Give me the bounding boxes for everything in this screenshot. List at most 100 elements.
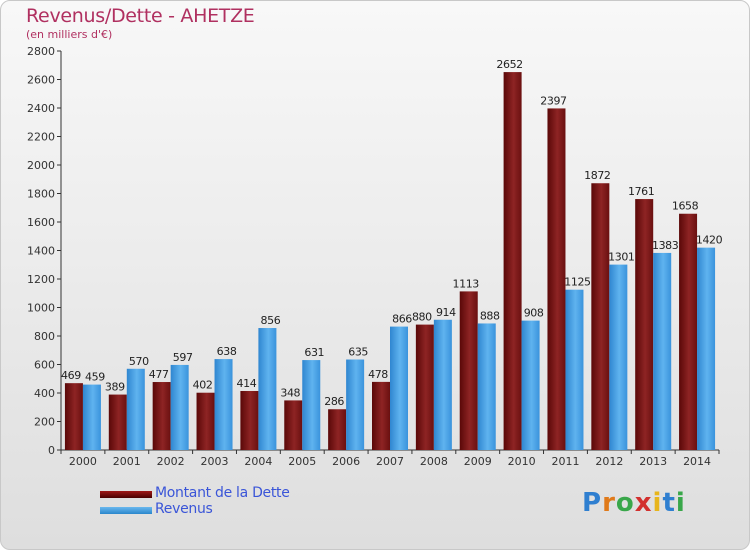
bar-dette [108, 394, 127, 450]
data-label-dette: 477 [149, 368, 169, 381]
bar-revenus [521, 320, 540, 450]
bar-dette [196, 392, 215, 450]
data-label-revenus: 570 [129, 355, 149, 368]
x-tick-label: 2001 [113, 455, 141, 468]
y-tick-label: 400 [34, 387, 55, 400]
y-tick-label: 2600 [27, 74, 55, 87]
data-label-revenus: 459 [85, 371, 105, 384]
legend: Montant de la Dette Revenus [100, 485, 360, 518]
x-tick-label: 2008 [420, 455, 448, 468]
data-label-revenus: 597 [173, 351, 193, 364]
data-label-revenus: 631 [304, 346, 324, 359]
bar-revenus [258, 328, 277, 450]
data-label-revenus: 1420 [696, 234, 723, 247]
bar-dette [240, 391, 259, 450]
data-label-revenus: 1125 [564, 276, 591, 289]
data-label-dette: 286 [324, 395, 344, 408]
data-label-revenus: 638 [217, 345, 237, 358]
bar-dette [372, 381, 390, 450]
legend-swatch-revenus [100, 507, 152, 514]
legend-swatch-dette [100, 491, 152, 498]
bar-revenus [477, 323, 496, 450]
y-tick-label: 2200 [27, 131, 55, 144]
data-label-revenus: 866 [392, 313, 412, 326]
y-tick-label: 0 [48, 444, 55, 457]
data-label-revenus: 914 [436, 306, 456, 319]
y-tick-label: 2000 [27, 159, 55, 172]
x-tick-label: 2012 [595, 455, 623, 468]
y-tick-label: 1000 [27, 302, 55, 315]
x-tick-label: 2000 [69, 455, 97, 468]
y-tick-label: 800 [34, 330, 55, 343]
x-tick-label: 2002 [157, 455, 185, 468]
data-label-dette: 1872 [584, 169, 610, 182]
data-label-dette: 389 [105, 381, 125, 394]
y-tick-label: 600 [34, 359, 55, 372]
x-tick-label: 2010 [508, 455, 536, 468]
bar-dette [152, 382, 171, 450]
data-label-revenus: 908 [524, 307, 544, 320]
data-label-dette: 880 [412, 311, 432, 324]
bar-dette [547, 108, 566, 451]
y-tick-label: 2800 [27, 45, 55, 58]
legend-item-dette: Montant de la Dette [100, 485, 360, 502]
bar-revenus [565, 289, 584, 450]
data-label-dette: 402 [193, 379, 213, 392]
data-label-revenus: 635 [348, 346, 368, 359]
data-label-dette: 478 [368, 368, 388, 381]
bar-revenus [390, 326, 408, 450]
data-label-revenus: 1383 [652, 239, 679, 252]
legend-label-revenus: Revenus [155, 501, 213, 517]
data-label-dette: 1658 [672, 200, 699, 213]
bar-dette [635, 199, 654, 450]
bar-dette [415, 324, 434, 450]
bar-revenus [433, 319, 452, 450]
bar-revenus [346, 359, 365, 450]
bar-dette [459, 291, 478, 450]
bar-revenus [609, 264, 628, 450]
x-tick-label: 2003 [201, 455, 229, 468]
x-tick-label: 2004 [244, 455, 272, 468]
y-tick-label: 1800 [27, 188, 55, 201]
x-tick-label: 2006 [332, 455, 360, 468]
x-tick-label: 2007 [376, 455, 404, 468]
bar-revenus [170, 364, 189, 450]
data-label-revenus: 856 [261, 314, 281, 327]
bar-dette [591, 183, 610, 451]
chart-title: Revenus/Dette - AHETZE [26, 5, 255, 27]
bar-revenus [302, 360, 321, 450]
bar-dette [328, 409, 347, 450]
x-tick-label: 2011 [551, 455, 579, 468]
bar-revenus [126, 368, 145, 450]
y-tick-label: 1400 [27, 245, 55, 258]
x-tick-label: 2014 [683, 455, 711, 468]
x-tick-label: 2005 [288, 455, 316, 468]
data-label-dette: 2397 [540, 94, 567, 107]
bar-dette [679, 213, 698, 450]
x-tick-label: 2009 [464, 455, 492, 468]
bar-revenus [82, 384, 101, 450]
y-tick-label: 1200 [27, 273, 55, 286]
x-tick-label: 2013 [639, 455, 667, 468]
bar-dette [284, 400, 303, 450]
bar-dette [64, 383, 83, 450]
data-label-dette: 348 [280, 386, 300, 399]
data-label-dette: 469 [61, 369, 81, 382]
y-tick-label: 1600 [27, 216, 55, 229]
bar-revenus [653, 252, 672, 450]
bar-revenus [214, 359, 233, 450]
legend-item-revenus: Revenus [100, 501, 360, 518]
legend-label-dette: Montant de la Dette [155, 485, 290, 501]
data-label-dette: 414 [237, 377, 257, 390]
y-tick-label: 2400 [27, 102, 55, 115]
data-label-dette: 1761 [628, 185, 654, 198]
bar-dette [503, 72, 522, 450]
data-label-dette: 1113 [453, 277, 480, 290]
chart-subtitle: (en milliers d'€) [26, 28, 113, 41]
data-label-revenus: 1301 [608, 251, 634, 264]
y-tick-label: 200 [34, 416, 55, 429]
proxiti-logo: Proxiti [582, 488, 686, 518]
bar-revenus [697, 247, 716, 450]
data-label-revenus: 888 [480, 309, 500, 322]
